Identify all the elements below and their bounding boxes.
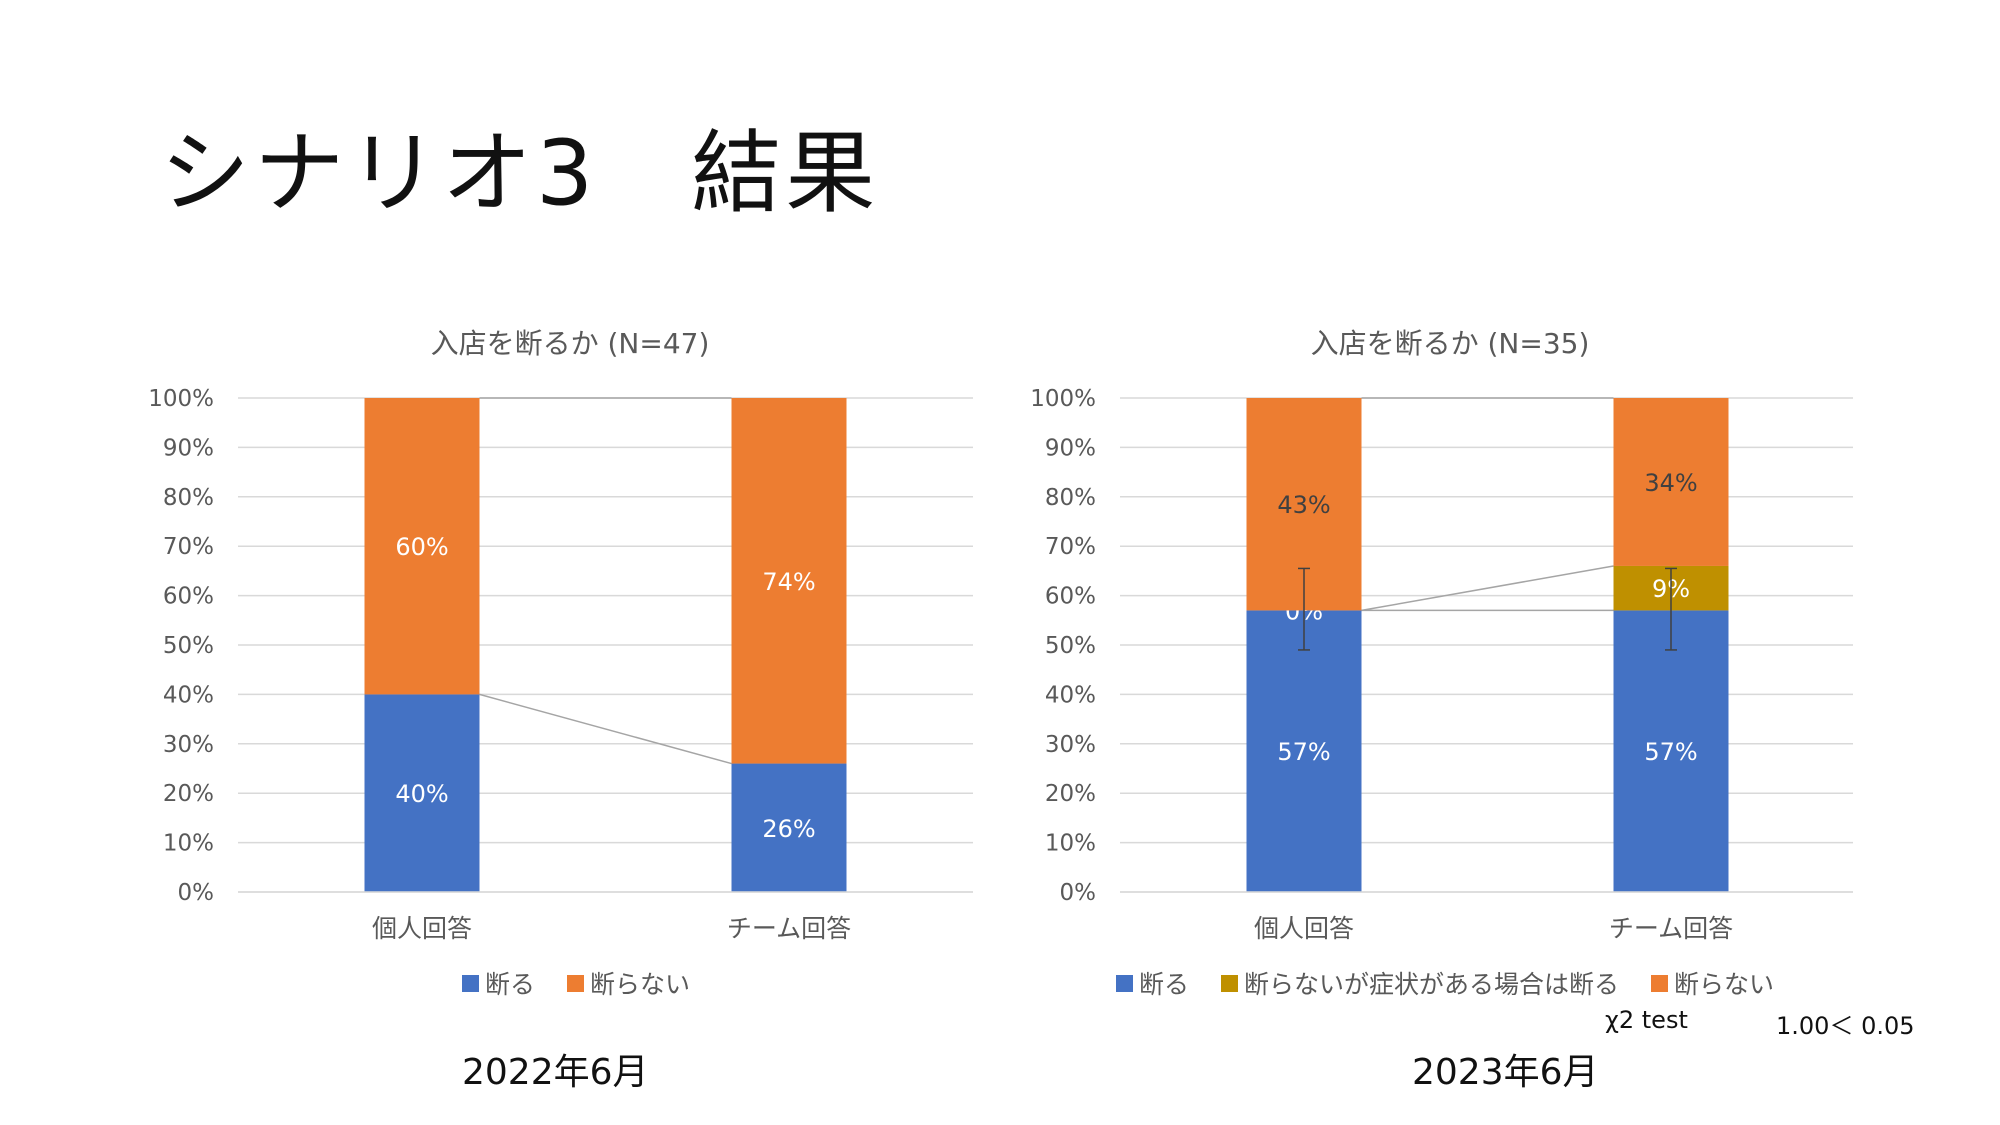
bar-segment	[1613, 610, 1729, 892]
chart2-caption: 2023年6月	[1412, 1052, 1599, 1093]
slide-title: シナリオ3 結果	[160, 121, 880, 226]
legend-swatch-blue	[462, 974, 479, 992]
chart2-legend: 断る 断らないが症状がある場合は断る 断らない	[1116, 965, 1774, 1001]
y-tick-label: 40%	[163, 682, 214, 708]
stat-test-label: χ2 test	[1605, 1006, 1688, 1034]
legend-label: 断らない	[590, 970, 691, 999]
y-tick-label: 80%	[1045, 485, 1096, 511]
series-line	[1361, 565, 1614, 612]
bar-segment	[1613, 398, 1729, 566]
y-tick-label: 0%	[178, 880, 215, 906]
x-category-label: 個人回答	[1254, 914, 1354, 943]
bar-segment	[731, 763, 847, 892]
y-tick-label: 10%	[163, 831, 214, 857]
legend-label: 断らない	[1674, 970, 1775, 999]
y-tick-label: 40%	[1045, 682, 1096, 708]
data-label: 40%	[395, 780, 448, 808]
x-category-label: チーム回答	[727, 914, 851, 943]
legend-item-not-refuse: 断らない	[1651, 965, 1774, 1001]
legend-label: 断らないが症状がある場合は断る	[1244, 970, 1620, 999]
y-tick-label: 90%	[1045, 435, 1096, 461]
chart1-caption: 2022年6月	[462, 1052, 649, 1093]
legend-swatch-blue	[1116, 974, 1133, 992]
legend-item-not-refuse: 断らない	[567, 965, 690, 1001]
legend-item-refuse: 断る	[462, 965, 535, 1001]
data-label: 26%	[762, 815, 815, 843]
bar-segment	[364, 398, 480, 695]
y-tick-label: 10%	[1045, 831, 1096, 857]
y-tick-label: 50%	[163, 633, 214, 659]
y-tick-label: 50%	[1045, 633, 1096, 659]
y-tick-label: 100%	[1030, 386, 1096, 412]
legend-label: 断る	[1139, 970, 1190, 999]
y-tick-label: 100%	[148, 386, 214, 412]
legend-swatch-gold	[1221, 974, 1239, 992]
bar-segment	[364, 694, 480, 892]
bar-segment	[731, 398, 847, 764]
data-label: 57%	[1644, 738, 1697, 766]
y-tick-label: 30%	[163, 732, 214, 758]
data-label: 74%	[762, 568, 815, 596]
legend-item-refuse: 断る	[1116, 965, 1189, 1001]
y-tick-label: 70%	[1045, 534, 1096, 560]
x-category-label: チーム回答	[1609, 914, 1733, 943]
chart1-title: 入店を断るか (N=47)	[430, 327, 710, 360]
y-tick-label: 60%	[1045, 584, 1096, 610]
y-tick-label: 70%	[163, 534, 214, 560]
legend-label: 断る	[485, 970, 536, 999]
legend-swatch-orange	[1651, 974, 1669, 992]
stat-test-result: 1.00＜ 0.05	[1776, 1012, 1915, 1040]
series-line	[479, 693, 732, 765]
y-tick-label: 20%	[163, 781, 214, 807]
chart1-legend: 断る 断らない	[462, 965, 690, 1001]
data-label: 34%	[1644, 469, 1697, 497]
chart2-title: 入店を断るか (N=35)	[1310, 327, 1590, 360]
y-tick-label: 80%	[163, 485, 214, 511]
y-tick-label: 90%	[163, 435, 214, 461]
y-tick-label: 20%	[1045, 781, 1096, 807]
y-tick-label: 0%	[1060, 880, 1097, 906]
data-label: 60%	[395, 533, 448, 561]
legend-item-conditional: 断らないが症状がある場合は断る	[1221, 965, 1619, 1001]
data-label: 57%	[1277, 738, 1330, 766]
y-tick-label: 30%	[1045, 732, 1096, 758]
y-tick-label: 60%	[163, 584, 214, 610]
legend-swatch-orange	[567, 974, 585, 992]
x-category-label: 個人回答	[372, 914, 472, 943]
bar-segment	[1246, 610, 1362, 892]
data-label: 43%	[1277, 491, 1330, 519]
